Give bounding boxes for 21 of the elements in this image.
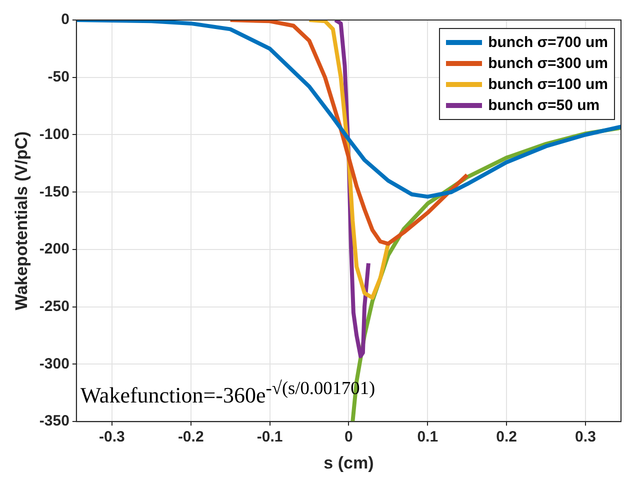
x-axis-title: s (cm) bbox=[324, 453, 374, 472]
y-tick-label: -50 bbox=[48, 68, 70, 86]
y-tick-label: -150 bbox=[39, 183, 70, 200]
x-tick-label: 0.2 bbox=[496, 428, 517, 446]
legend-label: bunch σ=100 um bbox=[488, 76, 608, 93]
x-tick-label: -0.2 bbox=[178, 428, 204, 446]
y-tick-label: -250 bbox=[39, 298, 70, 315]
x-tick-label: 0.1 bbox=[417, 428, 438, 446]
x-tick-label: -0.3 bbox=[99, 428, 125, 446]
y-tick-label: -350 bbox=[39, 412, 70, 430]
x-tick-label: 0.3 bbox=[575, 428, 596, 446]
x-tick-label: 0 bbox=[344, 428, 353, 446]
y-axis-title: Wakepotentials (V/pC) bbox=[12, 131, 31, 310]
y-tick-label: -300 bbox=[39, 355, 70, 372]
legend-label: bunch σ=700 um bbox=[488, 34, 608, 51]
y-tick-label: -200 bbox=[39, 240, 70, 258]
legend-label: bunch σ=50 um bbox=[488, 97, 600, 114]
y-tick-label: -100 bbox=[39, 126, 70, 143]
y-tick-label: 0 bbox=[61, 11, 70, 28]
legend-label: bunch σ=300 um bbox=[488, 55, 608, 72]
x-tick-label: -0.1 bbox=[256, 428, 283, 446]
